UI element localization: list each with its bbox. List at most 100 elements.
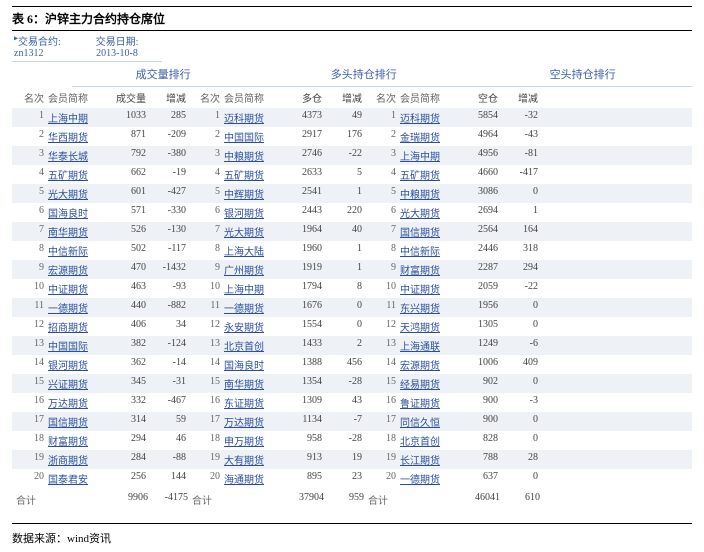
vol-cell: 1033 xyxy=(104,108,148,127)
member-link[interactable]: 五矿期货 xyxy=(222,165,280,184)
rank-cell: 10 xyxy=(12,279,46,298)
member-link[interactable]: 中证期货 xyxy=(398,279,456,298)
table-row: 17国信期货3145917万达期货1134-717同信久恒9000 xyxy=(12,412,692,431)
member-link[interactable]: 同信久恒 xyxy=(398,412,456,431)
member-link[interactable]: 银河期货 xyxy=(222,203,280,222)
member-link[interactable]: 招商期货 xyxy=(46,317,104,336)
rank-cell: 1 xyxy=(188,108,222,127)
member-link[interactable]: 财富期货 xyxy=(46,431,104,450)
member-link[interactable]: 华西期货 xyxy=(46,127,104,146)
member-link[interactable]: 东兴期货 xyxy=(398,298,456,317)
member-link[interactable]: 兴证期货 xyxy=(46,374,104,393)
date-box: 交易日期: 2013-10-8 xyxy=(72,31,162,62)
member-link[interactable]: 一德期货 xyxy=(222,298,280,317)
member-link[interactable]: 中粮期货 xyxy=(222,146,280,165)
member-link[interactable]: 迈科期货 xyxy=(398,108,456,127)
vol-cell: 463 xyxy=(104,279,148,298)
chg-cell: 1 xyxy=(500,203,540,222)
member-link[interactable]: 南华期货 xyxy=(46,222,104,241)
member-link[interactable]: 国信期货 xyxy=(398,222,456,241)
member-link[interactable]: 北京首创 xyxy=(398,431,456,450)
chg-cell: -124 xyxy=(148,336,188,355)
chg-cell: 0 xyxy=(500,184,540,203)
member-link[interactable]: 五矿期货 xyxy=(398,165,456,184)
member-link[interactable]: 鲁证期货 xyxy=(398,393,456,412)
rank-cell: 11 xyxy=(188,298,222,317)
member-link[interactable]: 长江期货 xyxy=(398,450,456,469)
member-link[interactable]: 永安期货 xyxy=(222,317,280,336)
member-link[interactable]: 一德期货 xyxy=(398,469,456,488)
member-link[interactable]: 天鸿期货 xyxy=(398,317,456,336)
chg-cell: 144 xyxy=(148,469,188,488)
member-link[interactable]: 中粮期货 xyxy=(398,184,456,203)
rank-cell: 2 xyxy=(188,127,222,146)
member-link[interactable]: 上海通联 xyxy=(398,336,456,355)
chg-cell: 8 xyxy=(324,279,364,298)
member-link[interactable]: 中信新际 xyxy=(46,241,104,260)
member-link[interactable]: 中证期货 xyxy=(46,279,104,298)
chg-cell: 0 xyxy=(324,317,364,336)
member-link[interactable]: 光大期货 xyxy=(222,222,280,241)
short-cell: 1249 xyxy=(456,336,500,355)
chg-cell: 28 xyxy=(500,450,540,469)
member-link[interactable]: 万达期货 xyxy=(222,412,280,431)
member-link[interactable]: 申万期货 xyxy=(222,431,280,450)
chg-cell: -467 xyxy=(148,393,188,412)
short-cell: 788 xyxy=(456,450,500,469)
member-link[interactable]: 国泰君安 xyxy=(46,469,104,488)
member-link[interactable]: 南华期货 xyxy=(222,374,280,393)
member-link[interactable]: 浙商期货 xyxy=(46,450,104,469)
long-cell: 2917 xyxy=(280,127,324,146)
member-link[interactable]: 宏源期货 xyxy=(46,260,104,279)
member-link[interactable]: 财富期货 xyxy=(398,260,456,279)
chg-cell: -882 xyxy=(148,298,188,317)
short-cell: 900 xyxy=(456,393,500,412)
member-link[interactable]: 华泰长城 xyxy=(46,146,104,165)
chg-cell: -81 xyxy=(500,146,540,165)
member-link[interactable]: 万达期货 xyxy=(46,393,104,412)
member-link[interactable]: 光大期货 xyxy=(398,203,456,222)
chg-cell: -1432 xyxy=(148,260,188,279)
chg-cell: 1 xyxy=(324,260,364,279)
rank-cell: 12 xyxy=(188,317,222,336)
member-link[interactable]: 海通期货 xyxy=(222,469,280,488)
member-link[interactable]: 上海中期 xyxy=(222,279,280,298)
chg-cell: -28 xyxy=(324,431,364,450)
chg-cell: -330 xyxy=(148,203,188,222)
member-link[interactable]: 迈科期货 xyxy=(222,108,280,127)
table-row: 14银河期货362-1414国海良时138845614宏源期货1006409 xyxy=(12,355,692,374)
chg-cell: 0 xyxy=(500,469,540,488)
rank-cell: 20 xyxy=(364,469,398,488)
member-link[interactable]: 经易期货 xyxy=(398,374,456,393)
member-link[interactable]: 上海中期 xyxy=(398,146,456,165)
member-link[interactable]: 光大期货 xyxy=(46,184,104,203)
rank-cell: 19 xyxy=(188,450,222,469)
member-link[interactable]: 中国国际 xyxy=(222,127,280,146)
chg-cell: 220 xyxy=(324,203,364,222)
member-link[interactable]: 北京首创 xyxy=(222,336,280,355)
short-cell: 1006 xyxy=(456,355,500,374)
long-cell: 1919 xyxy=(280,260,324,279)
rank-cell: 18 xyxy=(12,431,46,450)
member-link[interactable]: 五矿期货 xyxy=(46,165,104,184)
member-link[interactable]: 上海大陆 xyxy=(222,241,280,260)
rank-cell: 11 xyxy=(364,298,398,317)
member-link[interactable]: 大有期货 xyxy=(222,450,280,469)
long-cell: 958 xyxy=(280,431,324,450)
member-link[interactable]: 中辉期货 xyxy=(222,184,280,203)
member-link[interactable]: 广州期货 xyxy=(222,260,280,279)
member-link[interactable]: 一德期货 xyxy=(46,298,104,317)
vol-cell: 792 xyxy=(104,146,148,165)
member-link[interactable]: 上海中期 xyxy=(46,108,104,127)
member-link[interactable]: 金瑞期货 xyxy=(398,127,456,146)
member-link[interactable]: 国信期货 xyxy=(46,412,104,431)
member-link[interactable]: 国海良时 xyxy=(46,203,104,222)
rank-cell: 2 xyxy=(12,127,46,146)
member-link[interactable]: 银河期货 xyxy=(46,355,104,374)
vol-cell: 314 xyxy=(104,412,148,431)
member-link[interactable]: 宏源期货 xyxy=(398,355,456,374)
member-link[interactable]: 中国国际 xyxy=(46,336,104,355)
member-link[interactable]: 中信新际 xyxy=(398,241,456,260)
member-link[interactable]: 国海良时 xyxy=(222,355,280,374)
member-link[interactable]: 东证期货 xyxy=(222,393,280,412)
